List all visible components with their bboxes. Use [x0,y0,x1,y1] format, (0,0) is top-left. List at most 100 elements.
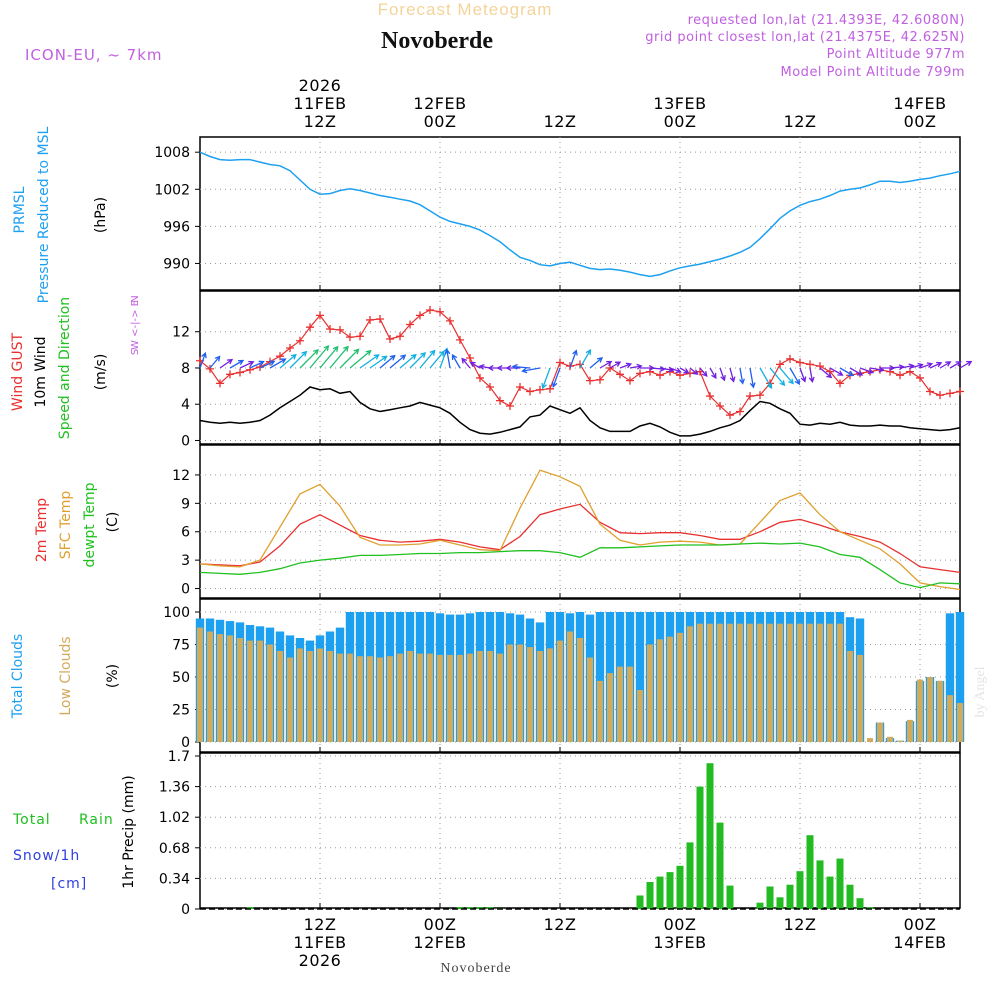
bottom-time-label: 00Z [664,915,697,934]
low-cloud-bar [337,653,343,742]
gust-point [656,371,664,380]
wind-direction-arrow [239,360,255,369]
low-cloud-bar [417,653,423,742]
gust-point [896,371,904,380]
low-cloud-bar [597,680,603,742]
gust-point [406,320,414,329]
low-cloud-bar [837,623,843,742]
bottom-time-label: 2026 [299,951,342,970]
low-cloud-bar [307,651,313,742]
gust-point [516,383,524,391]
low-cloud-bar [247,640,253,742]
gust-point [836,379,844,388]
rain-bar [816,860,824,909]
gust-point [756,391,764,400]
wind-direction-arrow [699,367,708,378]
total-cloud-bar [595,612,605,742]
wind-direction-arrow [959,360,973,369]
y-tick-label: 12 [172,468,190,484]
wind-direction-arrow [269,358,287,369]
low-cloud-bar [797,623,803,742]
gust-point [246,365,254,374]
gust-point [346,333,354,342]
top-time-label: 13FEB [653,94,706,113]
wind-direction-arrow [511,363,531,370]
gust-point [586,376,594,385]
low-cloud-bar [907,719,913,742]
gust-point [526,387,534,396]
gust-point [936,391,944,400]
rain-label: Rain [79,812,114,828]
snow-unit-label: [cm] [51,876,87,892]
y-tick-label: 990 [163,256,190,272]
low-cloud-bar [627,666,633,742]
gust-point [806,360,814,369]
wind-direction-arrow [669,367,682,374]
gust-point [396,332,404,341]
wind-direction-arrow [409,351,427,369]
low-cloud-bar [197,627,203,742]
low-cloud-bar [567,631,573,742]
gust-point [436,307,444,316]
gust-point [506,402,514,411]
wind-direction-arrow [349,349,372,369]
y-tick-label: 1.02 [159,810,190,826]
gust-point [336,325,344,334]
rain-bar [806,835,814,909]
gust-point [616,370,624,379]
low-cloud-bar [587,657,593,742]
temp-unit: (C) [105,512,121,533]
gust-point [926,387,934,396]
y-tick-label: 3 [181,553,190,569]
tsfc-label: SFC Temp [58,491,74,560]
wind-direction-arrow [419,349,436,369]
y-tick-label: 4 [181,397,190,413]
wind-direction-arrow [949,361,962,369]
rain-bar [696,786,704,909]
low-cloud-bar [507,644,513,742]
low-cloud-bar [897,740,903,742]
model-altitude: Model Point Altitude 799m [781,65,965,80]
top-time-label: 00Z [424,112,457,131]
low-cloud-bar [607,673,613,742]
footer-location: Novoberde [440,961,511,976]
low-cloud-bar [257,640,263,742]
wind-direction-arrow [579,348,591,369]
compass-we: W <-|-> E [130,300,141,350]
clouds-unit: (%) [105,664,121,688]
wind-direction-arrow [719,367,726,382]
wind-direction-arrow [839,367,855,377]
credit: by Angel [973,666,988,717]
bottom-time-label: 00Z [904,915,937,934]
faded-title: Forecast Meteogram [378,0,553,19]
wind-direction-arrow [859,367,875,375]
low-cloud-bar [477,651,483,742]
low-cloud-bar [617,666,623,742]
wind-direction-arrow [359,354,380,369]
wind-direction-arrow [739,367,745,385]
y-tick-label: 0 [181,582,190,598]
total-clouds-label: Total Clouds [10,634,26,719]
rain-bar [716,822,724,909]
rain-bar [856,898,864,909]
rain-bar [866,907,874,909]
gust-point [316,311,324,320]
wind-direction-arrow [399,353,417,369]
y-tick-label: 1002 [154,182,190,198]
y-tick-label: 996 [163,219,190,235]
wind-direction-arrow [939,361,952,369]
compass-south: S [130,349,141,355]
low-cloud-bar [847,651,853,742]
low-cloud-bar [397,653,403,742]
wind-direction-arrow [249,360,265,369]
y-tick-label: 0 [181,735,190,751]
low-cloud-bar [667,636,673,742]
low-cloud-bar [357,656,363,742]
y-tick-label: 0.68 [159,841,190,857]
top-time-label: 12Z [784,112,817,131]
rain-bar [766,886,774,909]
low-cloud-bar [517,644,523,742]
wind-direction-arrow [339,348,360,369]
gust-point [296,336,304,345]
